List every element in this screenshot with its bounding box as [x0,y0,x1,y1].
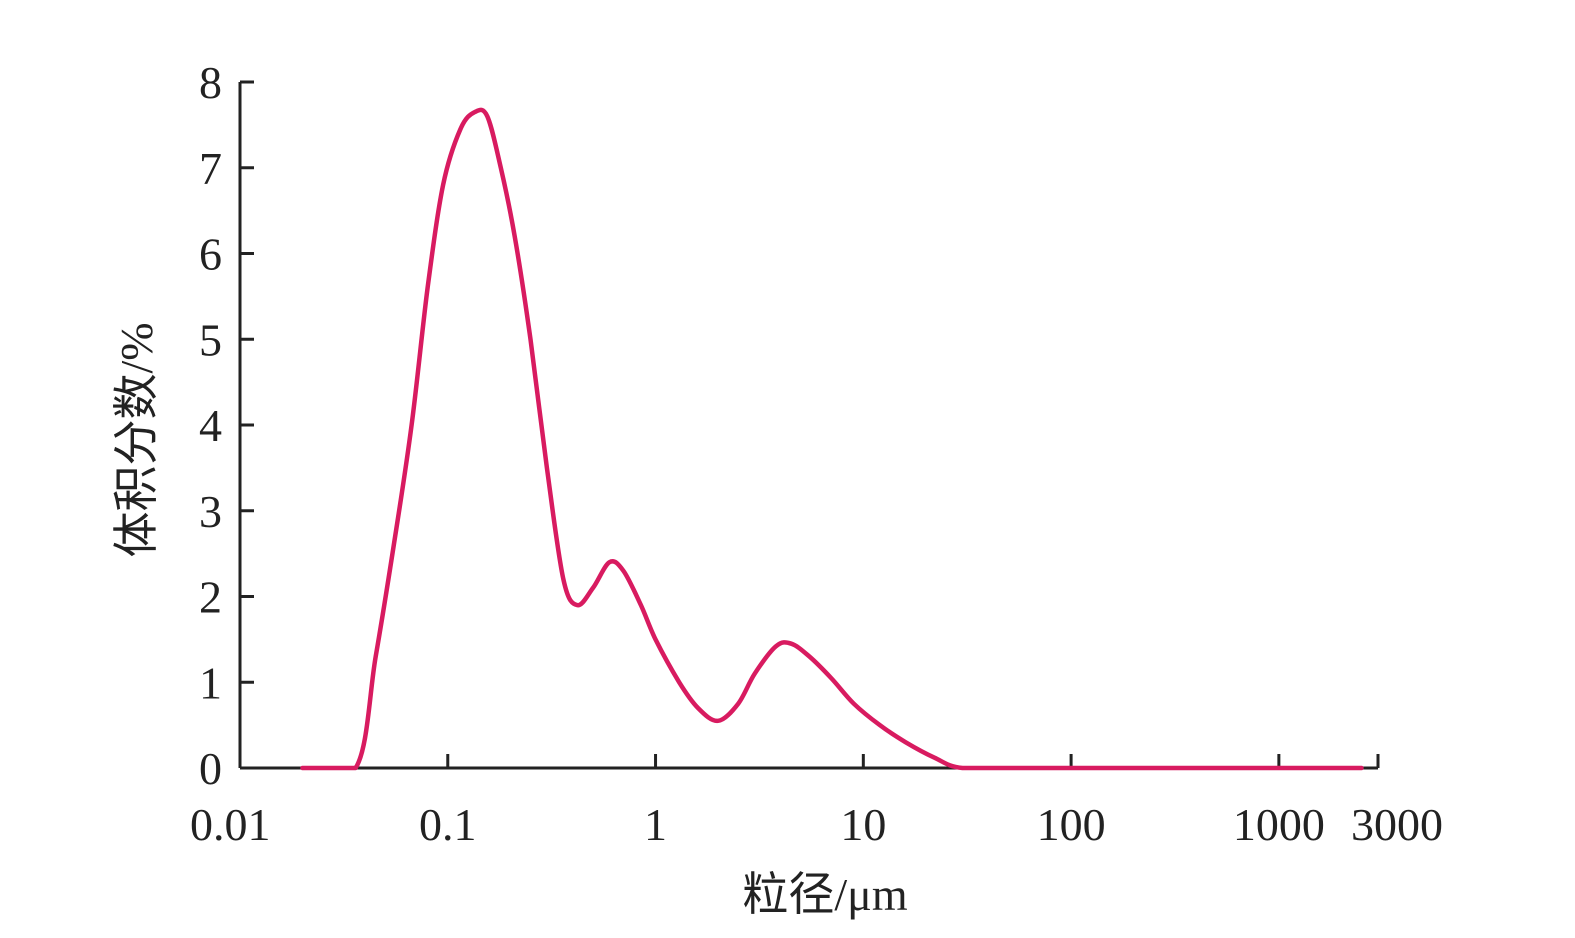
x-tick-label: 0.1 [419,799,477,850]
x-tick-label: 3000 [1351,799,1443,850]
x-tick-label: 0.01 [190,799,271,850]
y-tick-label: 8 [199,57,222,108]
labels: 粒径/μm 体积分数/% [111,322,908,920]
y-tick-label: 6 [199,229,222,280]
y-tick-label: 2 [199,572,222,623]
y-tick-label: 1 [199,657,222,708]
series [300,107,1364,771]
ticks: 0.01 0.1 1 10 100 1000 3000 0 1 2 3 4 5 6 7 8 [190,57,1443,850]
y-tick-label: 7 [199,143,222,194]
y-tick-label: 0 [199,743,222,794]
x-tick-label: 10 [840,799,886,850]
y-tick-label: 3 [199,486,222,537]
x-tick-label: 100 [1037,799,1106,850]
x-tick-label: 1000 [1233,799,1325,850]
series-line-0 [300,107,1364,771]
y-tick-label: 4 [199,400,222,451]
x-tick-label: 1 [644,799,667,850]
y-tick-label: 5 [199,314,222,365]
x-axis-title: 粒径/μm [742,869,907,920]
y-axis-title: 体积分数/% [111,322,162,557]
